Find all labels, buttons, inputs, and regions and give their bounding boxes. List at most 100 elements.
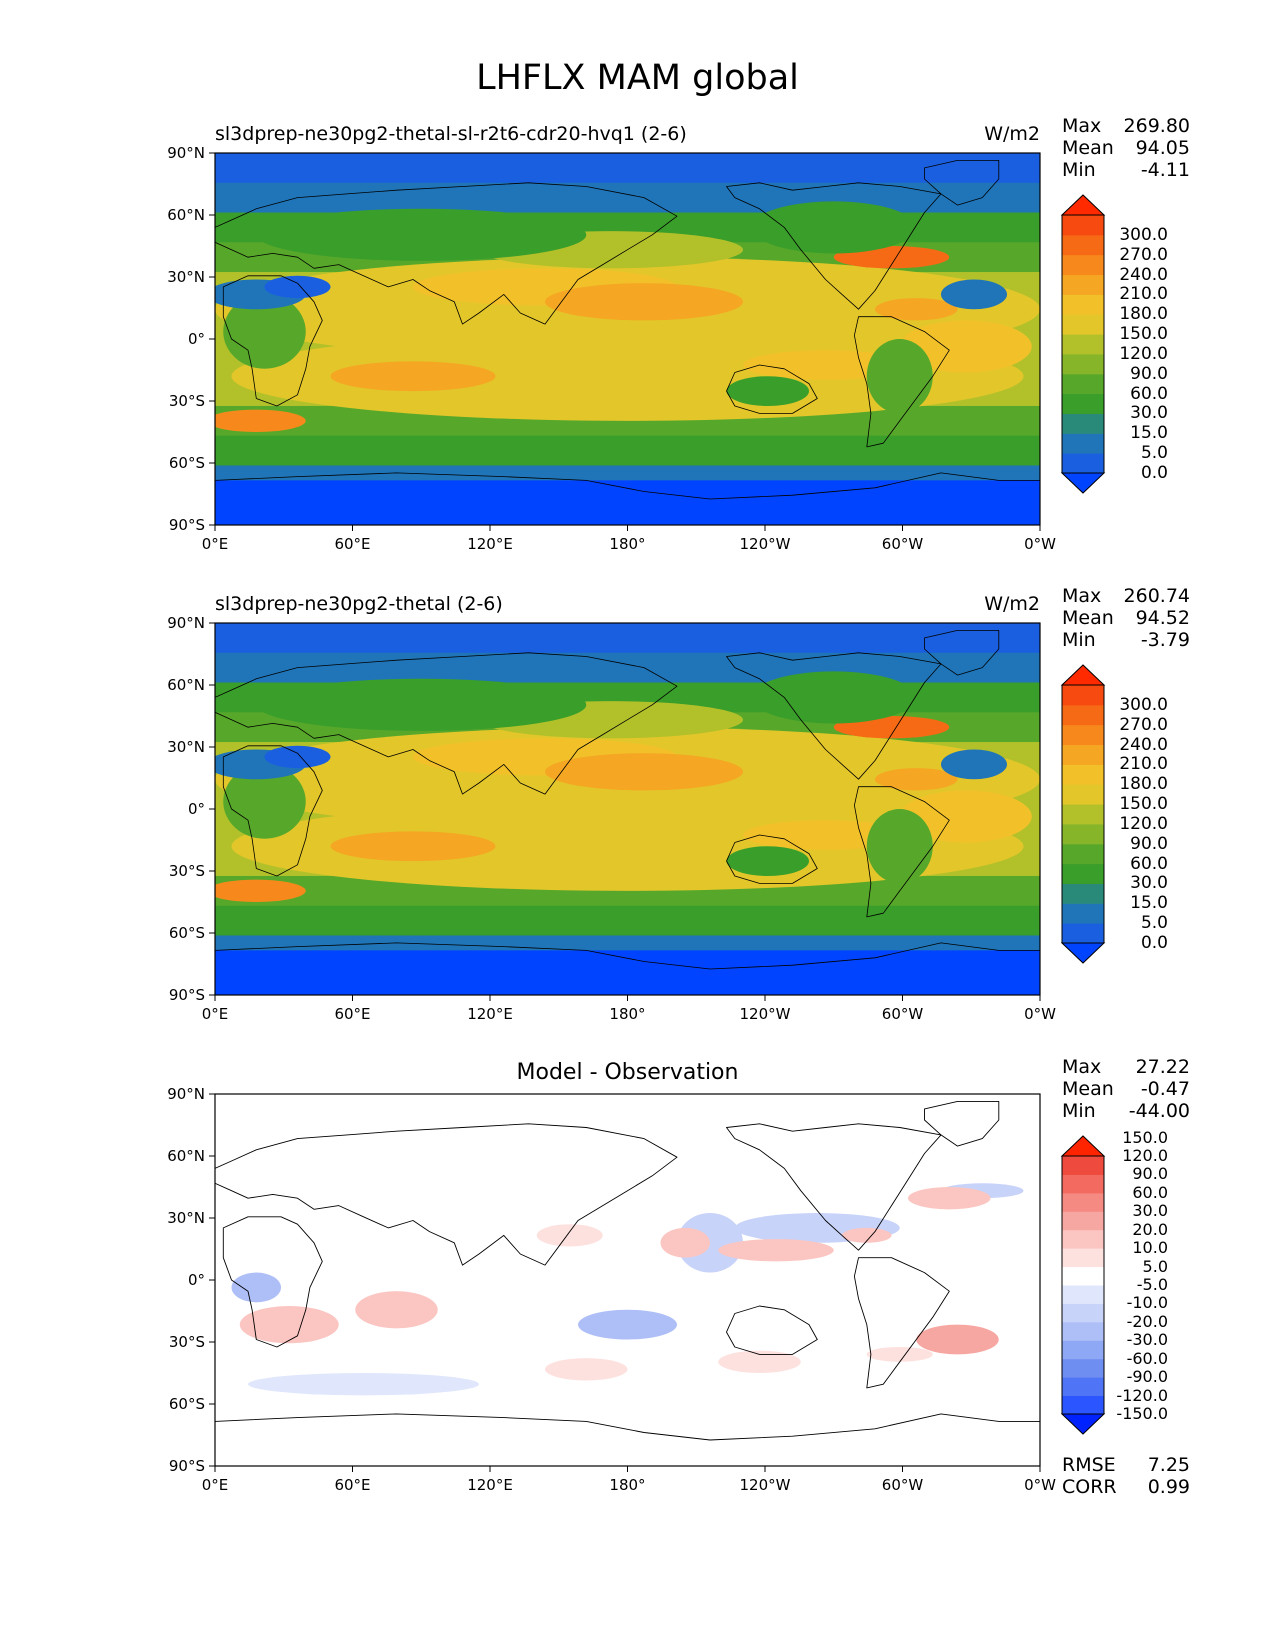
field-patch xyxy=(751,201,917,254)
map-diff xyxy=(209,1093,1041,1472)
stat-min-label: Min xyxy=(1062,159,1096,181)
colorbar-segment xyxy=(1062,353,1104,375)
coastline-australia xyxy=(726,364,818,414)
stat-max-value: 269.80 xyxy=(1123,115,1190,137)
colorbar-level-label: -60.0 xyxy=(1126,1348,1168,1368)
colorbar-extend-max xyxy=(1060,664,1106,686)
lat-tick-label: 30°N xyxy=(167,738,205,756)
colorbar-segment xyxy=(1062,1377,1104,1397)
field-patch xyxy=(743,820,908,850)
lon-tick-label: 120°E xyxy=(467,1476,513,1494)
field-patch xyxy=(866,339,933,414)
field-patch xyxy=(866,809,933,884)
colorbar-frame xyxy=(1061,684,1105,944)
colorbar-extend-min xyxy=(1060,1413,1106,1435)
lon-tick-label: 120°W xyxy=(739,535,791,553)
field-patch xyxy=(726,846,809,876)
colorbar-level-label: 30.0 xyxy=(1132,1201,1168,1221)
field-patch xyxy=(330,831,496,862)
colorbar-level-label: -5.0 xyxy=(1136,1275,1168,1294)
stat-max-label: Max xyxy=(1062,585,1102,607)
coastline-greenland xyxy=(924,160,1000,206)
figure-title: LHFLX MAM global xyxy=(476,58,799,98)
stat-max-value: 27.22 xyxy=(1135,1056,1190,1078)
colorbar-segment xyxy=(1062,1395,1104,1415)
field-patch xyxy=(223,764,306,839)
coastline-south-america xyxy=(854,786,950,918)
colorbar-level-label: 90.0 xyxy=(1130,833,1168,854)
field-patch xyxy=(256,678,587,731)
coastline-south-america xyxy=(854,316,950,448)
coastline-africa xyxy=(222,745,323,877)
map-ref xyxy=(209,622,1041,1001)
colorbar-extend-min xyxy=(1060,942,1106,964)
lat-tick-label: 0° xyxy=(187,1271,205,1289)
lon-tick-label: 0°E xyxy=(201,1005,229,1023)
colorbar-level-label: 60.0 xyxy=(1130,383,1168,404)
stat-mean-value: 94.05 xyxy=(1135,137,1190,159)
stat-mean-label: Mean xyxy=(1062,1078,1114,1100)
colorbar-level-label: -30.0 xyxy=(1126,1330,1168,1350)
lat-tick-label: 0° xyxy=(187,800,205,818)
field-band xyxy=(215,480,1040,525)
field-patch xyxy=(545,283,743,321)
lon-tick-label: 0°E xyxy=(201,1476,229,1494)
colorbar-level-label: 15.0 xyxy=(1130,893,1168,914)
lon-tick-label: 60°W xyxy=(881,1476,924,1494)
field-band xyxy=(215,153,1040,184)
anomaly-patch xyxy=(239,1306,339,1344)
lat-tick-label: 60°N xyxy=(167,676,205,694)
field-patch xyxy=(223,294,306,369)
panel-title: sl3dprep-ne30pg2-thetal (2-6) xyxy=(215,593,503,615)
anomaly-patch xyxy=(916,1324,999,1355)
colorbar-segment xyxy=(1062,334,1104,355)
colorbar-level-label: 240.0 xyxy=(1119,264,1168,285)
lon-tick-label: 60°W xyxy=(881,535,924,553)
field-patch xyxy=(875,298,958,321)
colorbar-level-label: 5.0 xyxy=(1142,1256,1168,1276)
anomaly-patch xyxy=(248,1373,479,1396)
panel-units: W/m2 xyxy=(984,593,1040,615)
colorbar-level-label: 150.0 xyxy=(1119,794,1168,815)
field-band xyxy=(215,623,1040,654)
colorbar-level-label: 180.0 xyxy=(1119,304,1168,325)
coastline-antarctica xyxy=(215,942,1040,995)
lat-tick-label: 60°N xyxy=(167,206,205,224)
coastline-greenland xyxy=(924,1100,1000,1147)
colorbar-frame xyxy=(1061,1155,1105,1415)
colorbar-segment xyxy=(1062,1174,1104,1194)
colorbar-segment xyxy=(1062,903,1104,924)
colorbar-level-label: 60.0 xyxy=(1132,1182,1168,1202)
lat-tick-label: 90°S xyxy=(168,1457,205,1475)
stat-mean-label: Mean xyxy=(1062,137,1114,159)
colorbar-diff xyxy=(1060,1135,1106,1435)
colorbar-level-label: 5.0 xyxy=(1140,913,1168,934)
panel-title: sl3dprep-ne30pg2-thetal-sl-r2t6-cdr20-hv… xyxy=(215,123,687,145)
coastline-antarctica xyxy=(215,472,1040,525)
colorbar-segment xyxy=(1062,1229,1104,1249)
lon-tick-label: 180° xyxy=(609,535,646,553)
colorbar-level-label: 120.0 xyxy=(1122,1146,1168,1165)
colorbar-level-label: 5.0 xyxy=(1140,443,1168,464)
colorbar-level-label: 120.0 xyxy=(1119,813,1168,834)
coastline-australia xyxy=(726,834,818,884)
anomaly-patch xyxy=(231,1272,281,1303)
lat-tick-label: 60°S xyxy=(168,924,205,942)
stat-max-value: 260.74 xyxy=(1123,585,1190,607)
colorbar-level-label: -120.0 xyxy=(1116,1385,1168,1405)
field-band xyxy=(215,935,1040,952)
lat-tick-label: 90°S xyxy=(168,516,205,534)
coastline-antarctica xyxy=(215,1413,1040,1466)
colorbar-level-label: -150.0 xyxy=(1116,1404,1168,1423)
lat-tick-label: 30°S xyxy=(168,392,205,410)
field-patch xyxy=(256,208,587,261)
rmse-label: RMSE xyxy=(1062,1454,1116,1476)
stat-min-label: Min xyxy=(1062,629,1096,651)
lat-tick-label: 60°N xyxy=(167,1147,205,1165)
stat-max-label: Max xyxy=(1062,1056,1102,1078)
field-patch xyxy=(726,376,809,406)
stat-min-label: Min xyxy=(1062,1100,1096,1122)
field-band xyxy=(215,905,1040,937)
stat-min-value: -4.11 xyxy=(1140,159,1190,181)
colorbar-segment xyxy=(1062,1211,1104,1231)
